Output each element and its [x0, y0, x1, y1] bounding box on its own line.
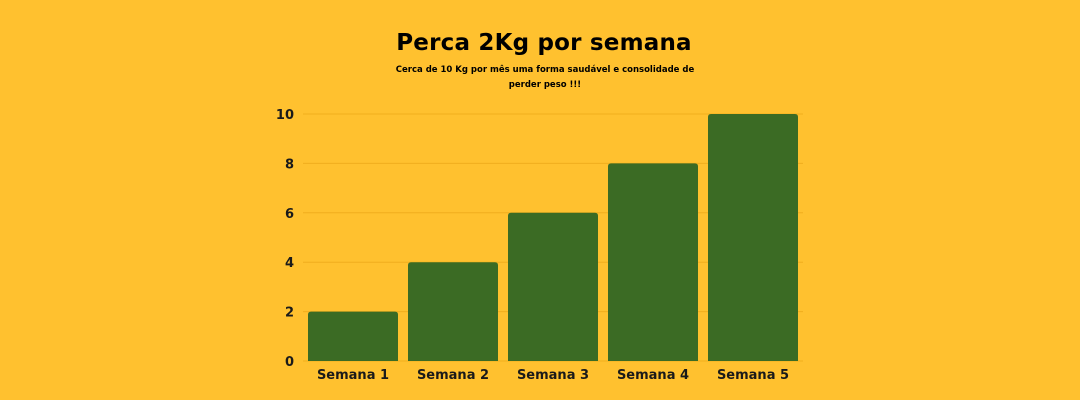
- y-tick-label: 10: [276, 108, 294, 123]
- y-tick-label: 6: [285, 207, 294, 222]
- x-category-label: Semana 4: [617, 368, 689, 383]
- y-tick-label: 4: [285, 256, 294, 271]
- x-category-label: Semana 2: [417, 368, 489, 383]
- y-tick-label: 0: [285, 355, 294, 370]
- y-tick-label: 8: [285, 157, 294, 172]
- x-category-label: Semana 1: [317, 368, 389, 383]
- chart-title: Perca 2Kg por semana: [396, 30, 692, 56]
- bar-2: [408, 262, 498, 361]
- y-tick-label: 2: [285, 306, 294, 321]
- x-axis-labels: Semana 1 Semana 2 Semana 3 Semana 4 Semana 5: [317, 368, 789, 383]
- x-category-label: Semana 5: [717, 368, 789, 383]
- bars: [308, 114, 798, 361]
- y-axis-ticks: 0 2 4 6 8 10: [276, 108, 294, 370]
- chart-subtitle: Cerca de 10 Kg por mês uma forma saudáve…: [395, 65, 695, 90]
- bar-3: [508, 212, 598, 361]
- bar-1: [308, 311, 398, 361]
- bar-5: [708, 114, 798, 361]
- x-category-label: Semana 3: [517, 368, 589, 383]
- bar-4: [608, 163, 698, 361]
